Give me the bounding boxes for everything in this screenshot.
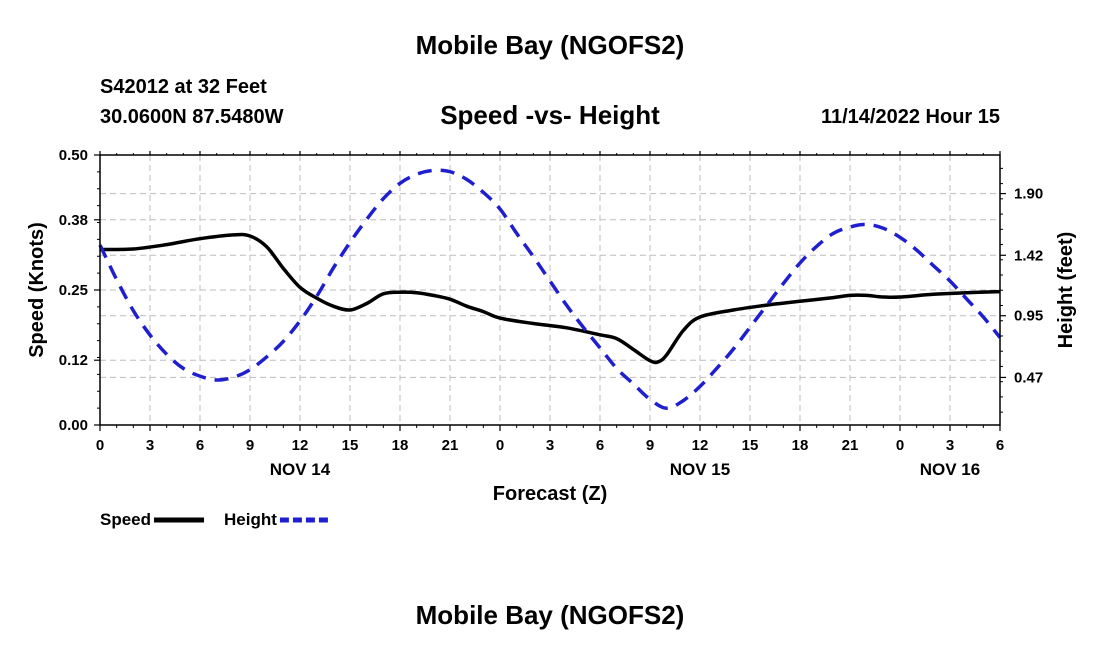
x-tick-label: 21 <box>442 437 459 454</box>
y-right-tick-label: 0.95 <box>1014 308 1043 325</box>
x-tick-label: 15 <box>342 437 359 454</box>
y-left-tick-label: 0.25 <box>59 282 88 299</box>
x-tick-label: 9 <box>646 437 654 454</box>
x-tick-label: 21 <box>842 437 859 454</box>
x-tick-label: 6 <box>996 437 1004 454</box>
day-label: NOV 14 <box>270 460 331 479</box>
grid <box>100 155 1000 425</box>
x-tick-label: 3 <box>146 437 154 454</box>
legend: Speed Height <box>100 510 330 529</box>
x-tick-label: 12 <box>692 437 709 454</box>
x-tick-label: 3 <box>546 437 554 454</box>
x-tick-label: 18 <box>792 437 809 454</box>
y-axis-left-label: Speed (Knots) <box>26 222 48 358</box>
x-tick-label: 3 <box>946 437 954 454</box>
legend-label-height: Height <box>224 510 277 529</box>
x-tick-label: 18 <box>392 437 409 454</box>
y-left-tick-label: 0.00 <box>59 417 88 434</box>
x-axis-label: Forecast (Z) <box>493 483 607 505</box>
forecast-datetime: 11/14/2022 Hour 15 <box>820 106 1000 128</box>
x-tick-label: 6 <box>196 437 204 454</box>
y-right-tick-label: 1.42 <box>1014 247 1043 264</box>
y-left-tick-label: 0.38 <box>59 212 88 229</box>
y-left-tick-label: 0.12 <box>59 352 88 369</box>
x-tick-label: 9 <box>246 437 254 454</box>
x-tick-label: 12 <box>292 437 309 454</box>
x-tick-label: 15 <box>742 437 759 454</box>
footer-title: Mobile Bay (NGOFS2) <box>415 600 685 630</box>
coordinates-label: 30.0600N 87.5480W <box>100 106 284 128</box>
speed-line <box>99 232 1001 365</box>
y-axis-right-label: Height (feet) <box>1055 232 1077 349</box>
series-lines <box>98 168 1002 411</box>
y-right-tick-label: 1.90 <box>1014 186 1043 203</box>
x-tick-label: 0 <box>496 437 504 454</box>
y-left-tick-label: 0.50 <box>59 147 88 164</box>
legend-label-speed: Speed <box>100 510 151 529</box>
day-label: NOV 15 <box>670 460 730 479</box>
chart-subtitle: Speed -vs- Height <box>440 100 660 130</box>
day-label: NOV 16 <box>920 460 980 479</box>
axes: 0 3 6 9 12 15 18 21 0 3 6 9 12 15 18 21 0 3 6 NOV 14 NOV 15 N… <box>59 147 1043 479</box>
x-tick-label: 0 <box>896 437 904 454</box>
x-tick-label: 0 <box>96 437 104 454</box>
main-title: Mobile Bay (NGOFS2) <box>415 30 685 60</box>
x-tick-label: 6 <box>596 437 604 454</box>
y-right-tick-label: 0.47 <box>1014 369 1043 386</box>
station-label: S42012 at 32 Feet <box>100 76 267 98</box>
